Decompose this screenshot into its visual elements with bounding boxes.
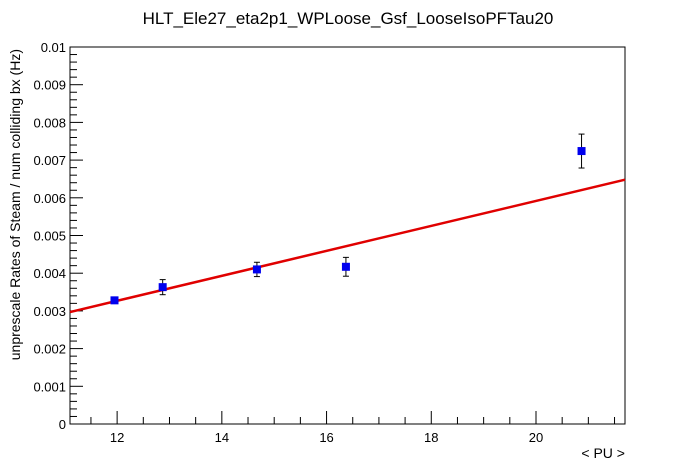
y-tick-label: 0.007 <box>33 153 66 168</box>
data-marker <box>341 262 350 271</box>
data-marker <box>158 283 167 292</box>
x-tick-label: 12 <box>110 430 124 445</box>
data-point <box>252 261 261 278</box>
y-tick-label: 0.004 <box>33 266 66 281</box>
plot-frame <box>69 46 626 425</box>
data-marker <box>577 147 586 156</box>
y-tick-label: 0.003 <box>33 304 66 319</box>
points-layer <box>110 133 586 305</box>
data-marker <box>110 296 119 305</box>
data-point <box>341 256 350 277</box>
y-tick-label: 0.009 <box>33 78 66 93</box>
chart-title: HLT_Ele27_eta2p1_WPLoose_Gsf_LooseIsoPFT… <box>143 9 554 28</box>
x-tick-label: 20 <box>529 430 543 445</box>
data-point <box>577 133 586 169</box>
x-tick-label: 16 <box>319 430 333 445</box>
y-tick-label: 0.001 <box>33 379 66 394</box>
y-tick-label: 0.005 <box>33 229 66 244</box>
data-marker <box>252 265 261 274</box>
x-axis-label: < PU > <box>581 445 625 461</box>
axes: 0 0.001 0.002 0.003 0.004 0.005 0.006 0.007 0.00… <box>33 40 626 445</box>
y-tick-label: 0.01 <box>41 40 66 55</box>
y-tick-label: 0 <box>59 417 66 432</box>
data-point <box>158 279 167 296</box>
y-tick-label: 0.006 <box>33 191 66 206</box>
y-tick-label: 0.008 <box>33 115 66 130</box>
fit-line <box>69 178 626 314</box>
y-tick-label: 0.002 <box>33 342 66 357</box>
data-point <box>110 296 119 305</box>
fit-layer <box>69 178 626 314</box>
y-axis-label: unprescale Rates of Steam / num collidin… <box>7 49 23 360</box>
x-tick-label: 14 <box>215 430 229 445</box>
x-tick-label: 18 <box>424 430 438 445</box>
